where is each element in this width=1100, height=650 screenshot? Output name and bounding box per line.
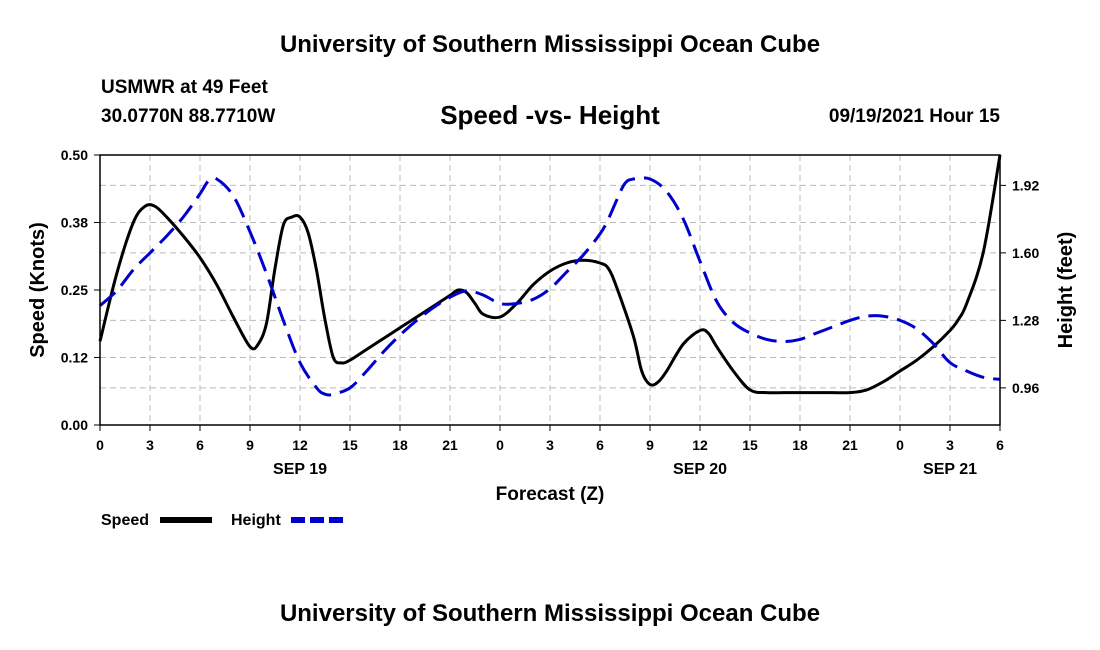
y-tick-label: 0.12 [61, 350, 88, 366]
x-tick-label: 12 [292, 437, 308, 453]
coordinates-label: 30.0770N 88.7710W [101, 106, 276, 127]
x-tick-label: 18 [792, 437, 808, 453]
y-tick-label: 0.38 [61, 215, 88, 231]
date-label: SEP 20 [673, 461, 727, 478]
chart-grid [100, 155, 1000, 425]
x-tick-label: 6 [996, 437, 1004, 453]
y-axis-label: Speed (Knots) [27, 222, 49, 358]
x-axis-label: Forecast (Z) [496, 484, 605, 505]
x-tick-label: 21 [442, 437, 458, 453]
y-tick-label: 0.00 [61, 417, 88, 433]
x-tick-label: 0 [896, 437, 904, 453]
x-tick-label: 3 [946, 437, 954, 453]
x-tick-label: 3 [546, 437, 554, 453]
y2-axis-label: Height (feet) [1055, 232, 1077, 349]
x-tick-label: 9 [246, 437, 254, 453]
legend-speed-label: Speed [101, 512, 149, 529]
x-tick-label: 6 [196, 437, 204, 453]
date-label: SEP 19 [273, 461, 327, 478]
page-title: University of Southern Mississippi Ocean… [279, 31, 821, 58]
station-label: USMWR at 49 Feet [101, 77, 268, 98]
x-tick-label: 15 [342, 437, 358, 453]
x-tick-label: 3 [146, 437, 154, 453]
y2-tick-label: 1.28 [1012, 312, 1039, 328]
y2-tick-label: 1.92 [1012, 177, 1039, 193]
run-time-label: 09/19/2021 Hour 15 [828, 106, 1000, 127]
x-tick-label: 15 [742, 437, 758, 453]
chart-title: Speed -vs- Height [440, 100, 660, 130]
x-tick-label: 6 [596, 437, 604, 453]
date-label: SEP 21 [923, 461, 977, 478]
x-tick-label: 0 [96, 437, 104, 453]
x-tick-label: 0 [496, 437, 504, 453]
chart-axes: 0 3 6 9 12 15 18 21 0 3 6 9 12 15 18 21 0 3 6 0.00 0.12 0.25 0… [61, 147, 1040, 478]
x-tick-label: 18 [392, 437, 408, 453]
chart-legend: Speed Height [101, 512, 343, 529]
legend-height-label: Height [231, 512, 281, 529]
x-tick-label: 12 [692, 437, 708, 453]
x-tick-label: 21 [842, 437, 858, 453]
footer-title: University of Southern Mississippi Ocean… [279, 600, 821, 627]
y-tick-label: 0.25 [61, 282, 88, 298]
y2-tick-label: 0.96 [1012, 380, 1039, 396]
y2-tick-label: 1.60 [1012, 245, 1039, 261]
x-tick-label: 9 [646, 437, 654, 453]
y-tick-label: 0.50 [61, 147, 88, 163]
chart-series [98, 154, 1002, 397]
